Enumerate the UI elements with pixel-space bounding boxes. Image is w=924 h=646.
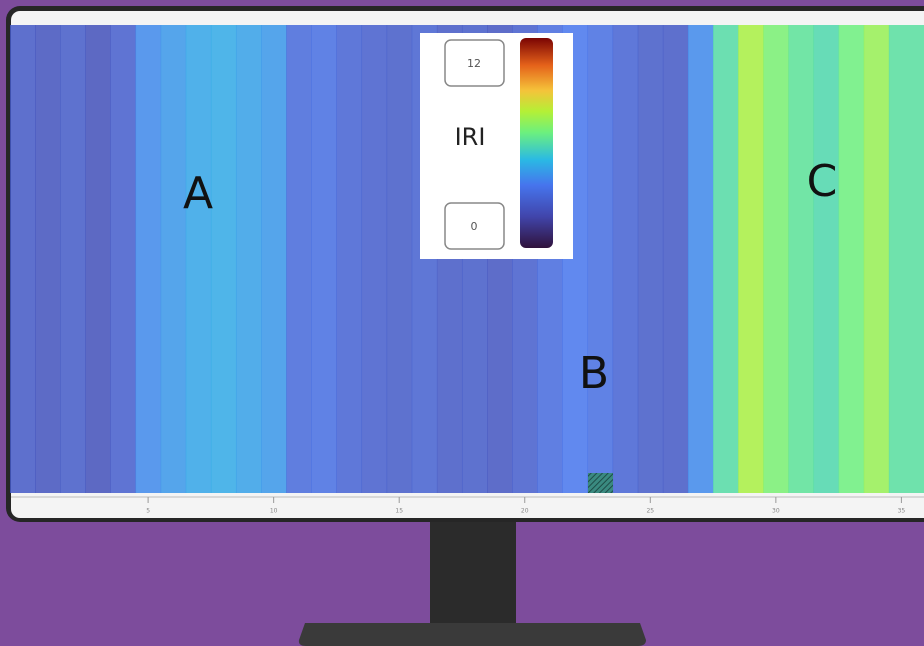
heat-column [838, 25, 865, 493]
heat-column [386, 25, 413, 493]
selection-hatch [588, 473, 613, 493]
heat-column [35, 25, 61, 493]
annotation: C [807, 156, 838, 207]
heat-column [863, 25, 890, 493]
heat-column [687, 25, 714, 493]
heat-column [10, 25, 36, 493]
colorbar [520, 38, 553, 248]
heat-column [261, 25, 287, 493]
heat-column [336, 25, 363, 493]
heat-column [813, 25, 840, 493]
min-input[interactable] [444, 202, 505, 250]
colorbar-min: 0 [471, 220, 478, 233]
x-tick-label: 15 [395, 508, 403, 515]
heat-column [612, 25, 639, 493]
heat-column [185, 25, 212, 493]
heat-column [311, 25, 337, 493]
heat-column [788, 25, 815, 493]
x-tick-label: 20 [521, 508, 529, 515]
monitor-neck [430, 515, 516, 627]
heatmap [10, 25, 924, 493]
heat-column [210, 25, 237, 493]
x-tick-label: 25 [646, 508, 654, 515]
heat-column [135, 25, 162, 493]
heat-column [763, 25, 789, 493]
annotation: A [183, 168, 213, 219]
heat-column [361, 25, 388, 493]
x-tick-label: 10 [270, 508, 278, 515]
x-tick-label: 35 [898, 508, 906, 515]
heat-column [110, 25, 137, 493]
monitor-base [298, 623, 646, 646]
heat-column [587, 25, 614, 493]
colorbar-max: 12 [467, 57, 481, 70]
heat-column [160, 25, 187, 493]
x-axis: 5 10 15 20 25 30 35 [146, 497, 905, 515]
heat-column [235, 25, 262, 493]
heat-column [662, 25, 689, 493]
colorbar-label: IRI [455, 123, 486, 151]
heat-column [888, 25, 924, 493]
x-tick-label: 5 [146, 508, 150, 515]
max-input[interactable] [444, 39, 505, 87]
heat-column [85, 25, 111, 493]
x-tick-label: 30 [772, 508, 780, 515]
heat-column [637, 25, 664, 493]
heat-column [713, 25, 739, 493]
heat-column [60, 25, 86, 493]
heat-column [286, 25, 312, 493]
heat-column [738, 25, 764, 493]
annotation: B [579, 348, 609, 399]
